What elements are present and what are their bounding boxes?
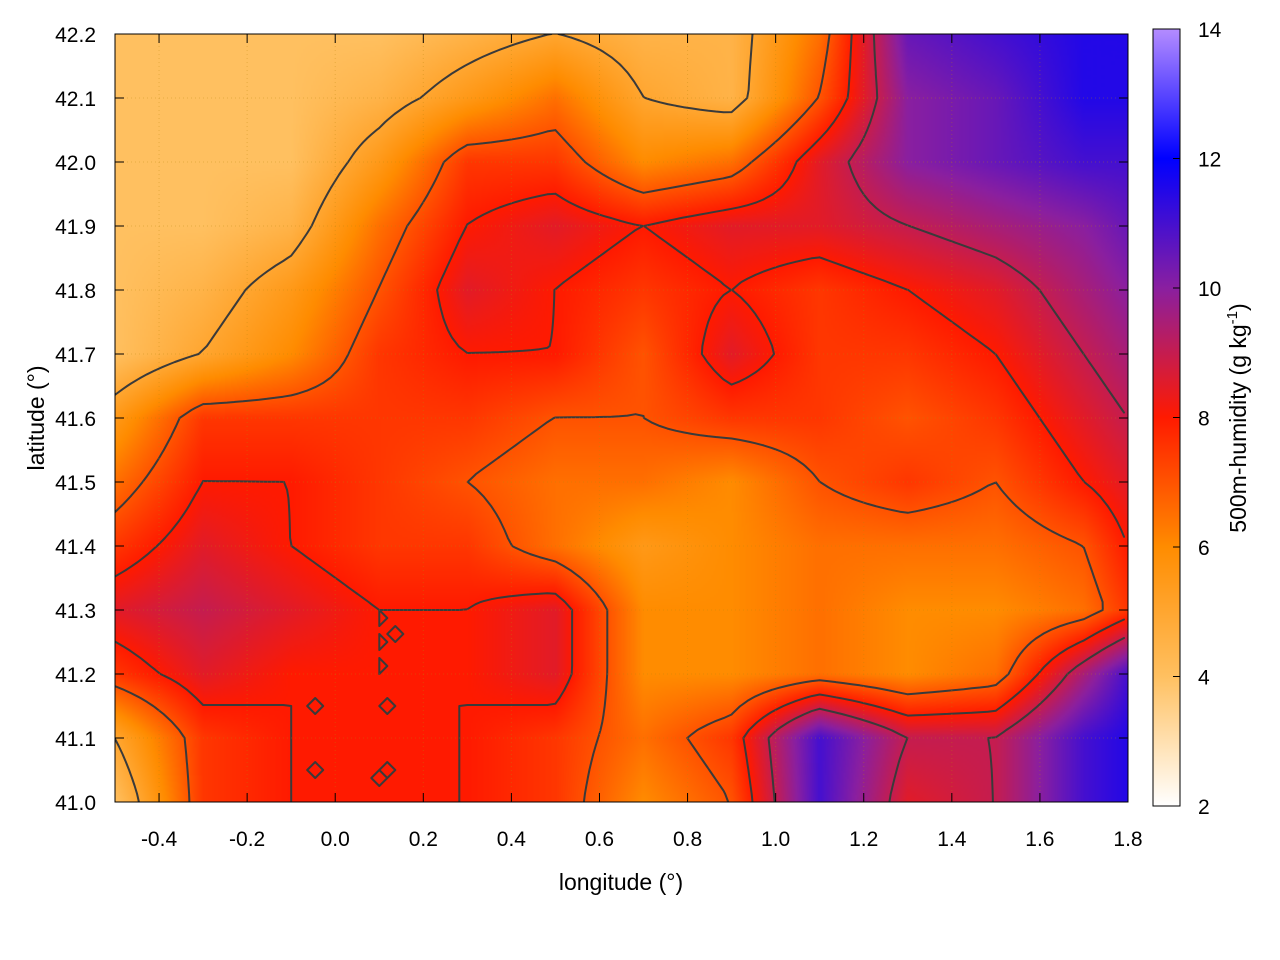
colorbar-tick-label: 2 <box>1198 796 1210 819</box>
y-tick-label: 41.1 <box>55 728 96 751</box>
colorbar-ticks: 2 4 6 8 10 12 14 <box>1173 19 1222 819</box>
y-tick-label: 41.7 <box>55 344 96 367</box>
x-tick-label: -0.2 <box>229 828 265 851</box>
x-axis: -0.4 -0.2 0.0 0.2 0.4 0.6 0.8 1.0 1.2 1.4 1.6 1.8 <box>141 34 1143 851</box>
y-tick-label: 42.0 <box>55 152 96 175</box>
y-axis: 41.0 41.1 41.2 41.3 41.4 41.5 41.6 41.7 41.8 41.9… <box>55 24 1128 815</box>
colorbar-tick-label: 8 <box>1198 408 1210 431</box>
x-tick-label: 1.6 <box>1025 828 1054 851</box>
contour-line-8 <box>115 34 1125 802</box>
y-tick-label: 41.3 <box>55 600 96 623</box>
colorbar-tick-label: 12 <box>1198 149 1221 172</box>
colorbar-tick-label: 14 <box>1198 19 1222 42</box>
x-tick-label: 0.6 <box>585 828 614 851</box>
contour-line-7 <box>115 34 1104 802</box>
x-tick-label: 1.0 <box>761 828 790 851</box>
x-tick-label: 1.2 <box>849 828 878 851</box>
colorbar-title: 500m-humidity (g kg-1) <box>1224 303 1251 532</box>
humidity-contours <box>115 34 1125 802</box>
colorbar: 2 4 6 8 10 12 14 500m-humidity (g kg-1) <box>1152 19 1251 819</box>
x-axis-title: longitude (°) <box>559 869 683 895</box>
y-tick-label: 41.9 <box>55 216 96 239</box>
y-tick-label: 41.8 <box>55 280 96 303</box>
humidity-heatmap <box>115 34 1128 802</box>
y-tick-label: 41.0 <box>55 792 96 815</box>
colorbar-tick-label: 6 <box>1198 537 1210 560</box>
y-tick-label: 41.6 <box>55 408 96 431</box>
y-tick-label: 41.2 <box>55 664 96 687</box>
contour-line-9 <box>767 34 1125 802</box>
y-tick-label: 41.5 <box>55 472 96 495</box>
x-tick-label: 0.0 <box>321 828 350 851</box>
y-tick-label: 42.2 <box>55 24 96 47</box>
x-tick-label: -0.4 <box>141 828 178 851</box>
x-tick-label: 0.4 <box>497 828 527 851</box>
x-tick-label: 1.8 <box>1113 828 1142 851</box>
colorbar-tick-label: 10 <box>1198 278 1221 301</box>
y-tick-label: 41.4 <box>55 536 96 559</box>
colorbar-tick-label: 4 <box>1198 667 1210 690</box>
x-tick-label: 1.4 <box>937 828 967 851</box>
x-tick-label: 0.2 <box>409 828 438 851</box>
x-tick-label: 0.8 <box>673 828 702 851</box>
contour-line-5 <box>115 34 754 802</box>
y-tick-label: 42.1 <box>55 88 96 111</box>
y-axis-title: latitude (°) <box>23 365 49 470</box>
